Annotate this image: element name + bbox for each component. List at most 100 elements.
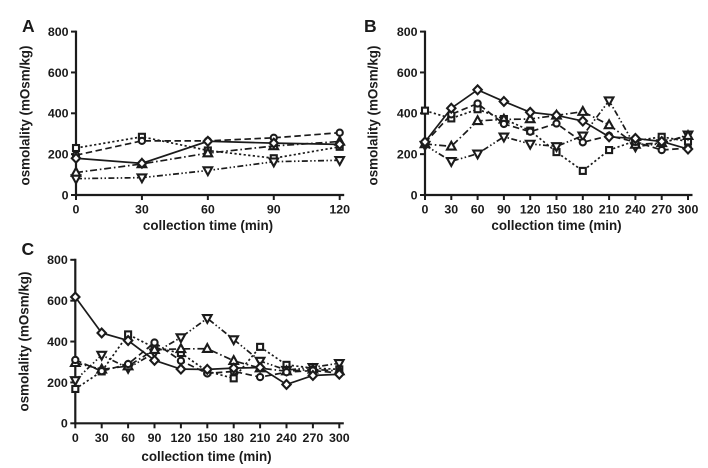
panel-c-y-axis-title: osmolality (mOsm/kg) xyxy=(16,271,32,412)
diamond-marker xyxy=(254,361,266,374)
circle-marker xyxy=(578,138,587,147)
circle-marker xyxy=(97,367,106,376)
diamond-marker xyxy=(268,137,280,150)
y-tick-label: 800 xyxy=(397,25,418,39)
triangle-up-marker xyxy=(471,114,484,126)
x-tick-label: 210 xyxy=(250,431,271,445)
diamond-marker xyxy=(419,135,431,148)
diamond-marker xyxy=(524,106,536,119)
diamond-marker xyxy=(69,291,81,303)
panel-b-y-axis-title: osmolality (mOsm/kg) xyxy=(365,45,380,185)
panel-b-label: B xyxy=(364,16,377,37)
triangle-up-marker xyxy=(174,342,187,354)
x-tick-label: 60 xyxy=(471,203,485,217)
panel-b-x-axis-title: collection time (min) xyxy=(491,218,622,234)
x-tick-label: 90 xyxy=(148,431,162,445)
y-tick-label: 400 xyxy=(47,335,68,349)
diamond-marker xyxy=(122,334,134,347)
diamond-marker xyxy=(577,115,589,127)
x-tick-label: 30 xyxy=(95,431,109,445)
triangle-down-marker xyxy=(576,131,589,143)
x-tick-label: 30 xyxy=(135,203,149,217)
triangle-down-marker xyxy=(227,335,240,347)
panel-c-x-axis-title: collection time (min) xyxy=(141,448,272,464)
x-tick-label: 0 xyxy=(73,203,80,217)
triangle-down-marker xyxy=(333,156,346,168)
triangle-up-marker xyxy=(201,146,214,158)
diamond-marker xyxy=(603,130,615,143)
y-tick-label: 200 xyxy=(47,376,68,390)
triangle-down-marker xyxy=(201,314,214,326)
y-tick-label: 200 xyxy=(397,148,418,162)
x-tick-label: 240 xyxy=(276,431,297,445)
triangle-down-marker xyxy=(267,157,280,169)
triangle-up-marker xyxy=(69,165,83,177)
triangle-down-marker xyxy=(445,157,458,169)
y-tick-label: 0 xyxy=(61,417,68,431)
y-tick-label: 600 xyxy=(48,66,69,80)
x-tick-label: 30 xyxy=(444,203,458,217)
x-tick-label: 150 xyxy=(197,431,218,445)
circle-marker xyxy=(255,372,265,382)
panel-a-y-axis-title: osmolality (mOsm/kg) xyxy=(17,45,32,185)
x-tick-label: 120 xyxy=(520,203,541,217)
triangle-down-marker xyxy=(201,166,214,178)
circle-marker xyxy=(137,136,147,146)
diamond-marker xyxy=(96,327,108,339)
square-marker xyxy=(605,146,614,155)
x-tick-label: 270 xyxy=(303,431,324,445)
y-tick-label: 800 xyxy=(47,253,68,267)
x-tick-label: 90 xyxy=(267,203,281,217)
diamond-marker xyxy=(682,143,694,155)
diamond-marker xyxy=(307,369,319,382)
diamond-marker xyxy=(629,132,642,145)
diamond-marker xyxy=(202,135,214,148)
y-tick-label: 400 xyxy=(48,107,69,121)
circle-marker xyxy=(473,99,482,108)
diamond-marker xyxy=(280,378,293,391)
diamond-marker xyxy=(656,135,668,148)
diamond-marker xyxy=(70,152,82,165)
diamond-marker xyxy=(201,363,213,376)
x-tick-label: 180 xyxy=(223,431,244,445)
diamond-marker xyxy=(445,102,457,115)
triangle-down-marker xyxy=(333,358,346,370)
circle-marker xyxy=(71,355,80,365)
diamond-marker xyxy=(333,368,345,381)
triangle-down-marker xyxy=(550,142,563,154)
circle-marker xyxy=(282,368,291,377)
x-tick-label: 60 xyxy=(121,431,135,445)
diamond-marker xyxy=(471,83,484,96)
triangle-up-marker xyxy=(603,118,616,130)
x-tick-label: 180 xyxy=(572,203,593,217)
circle-marker xyxy=(526,127,535,136)
diamond-marker xyxy=(136,157,148,170)
circle-marker xyxy=(176,356,186,365)
diamond-marker xyxy=(148,354,161,367)
diamond-marker xyxy=(550,109,563,122)
x-tick-label: 120 xyxy=(329,203,350,217)
series-line-dashdotdot-open-triangle-down xyxy=(74,317,340,381)
x-tick-label: 300 xyxy=(329,431,350,445)
triangle-down-marker xyxy=(497,132,510,144)
y-tick-label: 0 xyxy=(411,188,418,202)
x-tick-label: 0 xyxy=(72,431,79,445)
diamond-marker xyxy=(228,362,240,375)
x-tick-label: 150 xyxy=(546,203,567,217)
triangle-down-marker xyxy=(135,173,149,185)
circle-marker xyxy=(123,359,133,369)
diamond-marker xyxy=(175,363,187,376)
y-tick-label: 200 xyxy=(48,148,69,162)
y-tick-label: 800 xyxy=(48,25,69,39)
x-tick-label: 60 xyxy=(201,203,215,217)
triangle-down-marker xyxy=(524,139,537,151)
diamond-marker xyxy=(498,95,510,108)
triangle-down-marker xyxy=(603,96,616,108)
square-marker xyxy=(420,106,430,115)
x-tick-label: 0 xyxy=(422,203,429,217)
circle-marker xyxy=(499,119,509,129)
panel-a-x-axis-title: collection time (min) xyxy=(142,218,274,234)
panel-c-label: C xyxy=(21,239,35,260)
